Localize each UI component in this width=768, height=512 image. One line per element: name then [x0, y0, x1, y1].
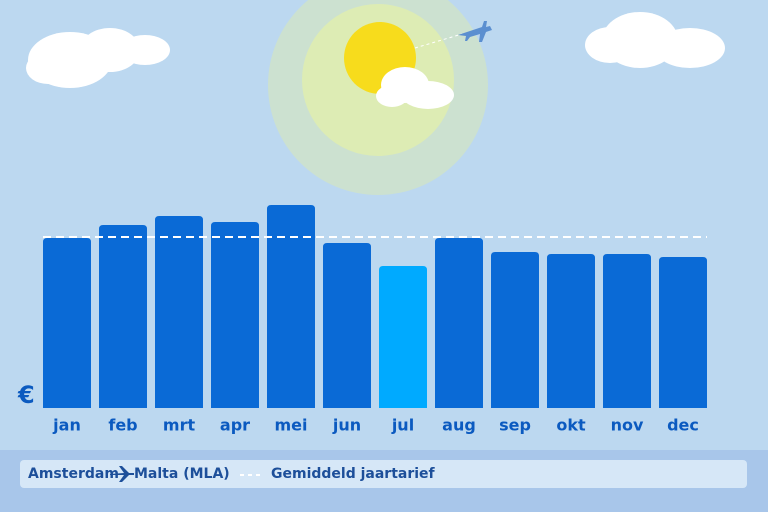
- x-tick-label: mei: [274, 416, 307, 435]
- bar: [99, 225, 147, 408]
- x-tick-label: aug: [442, 416, 476, 435]
- x-tick-label: jun: [332, 416, 361, 435]
- cloud: [585, 12, 725, 68]
- bar: [547, 254, 595, 408]
- x-tick-label: jul: [391, 416, 414, 435]
- bar: [43, 238, 91, 408]
- cloud: [26, 28, 170, 88]
- x-tick-label: dec: [667, 416, 699, 435]
- x-tick-label: sep: [499, 416, 531, 435]
- bar: [435, 238, 483, 408]
- bar: [379, 266, 427, 408]
- flight-path: [414, 33, 463, 49]
- bar: [155, 216, 203, 408]
- x-tick-label: apr: [220, 416, 250, 435]
- x-tick-label: okt: [556, 416, 586, 435]
- legend: [20, 460, 747, 488]
- bar: [267, 205, 315, 408]
- route-plane: [110, 466, 134, 482]
- bar: [659, 257, 707, 408]
- x-tick-label: nov: [611, 416, 644, 435]
- legend-origin: Amsterdam: [28, 466, 119, 482]
- legend-destination: Malta (MLA): [134, 466, 230, 482]
- cloud: [376, 67, 454, 109]
- plane-icon: [458, 21, 492, 42]
- bar: [211, 222, 259, 408]
- x-tick-label: mrt: [163, 416, 196, 435]
- legend-average: Gemiddeld jaartarief: [271, 466, 436, 482]
- x-tick-label: feb: [108, 416, 137, 435]
- x-tick-label: jan: [52, 416, 81, 435]
- bar: [323, 243, 371, 408]
- bar: [491, 252, 539, 408]
- bar: [603, 254, 651, 408]
- currency-label: €: [17, 381, 35, 409]
